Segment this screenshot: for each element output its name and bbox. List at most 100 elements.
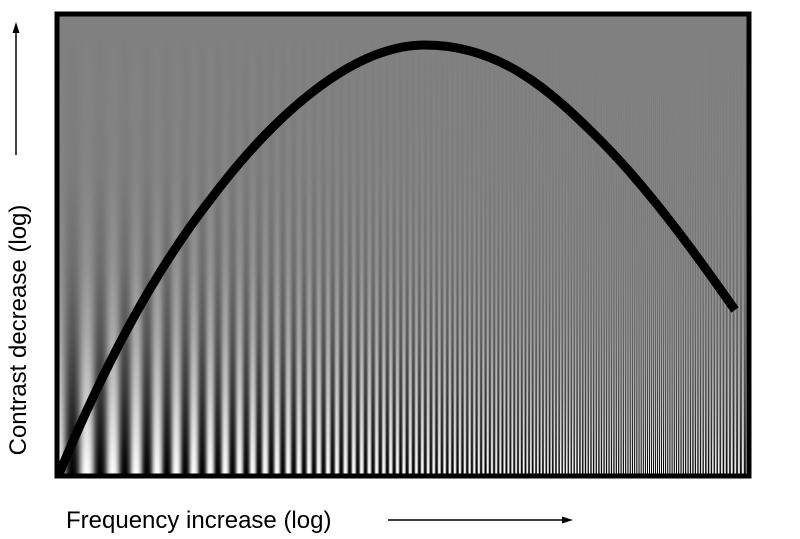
grating-stripe (475, 14, 477, 476)
grating-stripe (467, 14, 469, 476)
grating-stripe (433, 14, 435, 476)
grating-stripe (723, 14, 725, 476)
grating-stripe (331, 14, 333, 476)
grating-stripe (353, 14, 355, 476)
grating-stripe (90, 14, 92, 476)
grating-stripe (679, 14, 681, 476)
grating-stripe (499, 14, 501, 476)
grating-stripe (471, 14, 473, 476)
grating-stripe (464, 14, 466, 476)
grating-stripe (656, 14, 658, 476)
grating-stripe (133, 14, 135, 476)
grating-stripe (116, 14, 118, 476)
grating-stripe (492, 14, 494, 476)
grating-stripe (95, 14, 97, 476)
grating-stripe (581, 14, 583, 476)
grating-stripe (448, 14, 450, 476)
grating-stripe (242, 14, 244, 476)
grating-stripe (61, 14, 63, 476)
grating-stripe (69, 14, 71, 476)
grating-stripe (235, 14, 237, 476)
grating-stripe (287, 14, 289, 476)
grating-stripe (248, 14, 250, 476)
grating-stripe (399, 14, 401, 476)
grating-stripe (167, 14, 169, 476)
grating-stripe (495, 14, 497, 476)
grating-stripe (597, 14, 599, 476)
grating-stripe (550, 14, 552, 476)
grating-stripe (648, 14, 650, 476)
grating-stripe (389, 14, 391, 476)
grating-stripe (360, 14, 362, 476)
grating-stripe (203, 14, 205, 476)
grating-stripe (135, 14, 137, 476)
grating-stripe (600, 14, 602, 476)
grating-stripe (450, 14, 452, 476)
grating-stripe (195, 14, 197, 476)
grating-stripe (498, 14, 500, 476)
grating-stripe (458, 14, 460, 476)
grating-stripe (237, 14, 239, 476)
grating-stripe (405, 14, 407, 476)
grating-stripe (695, 14, 697, 476)
grating-stripe (373, 14, 375, 476)
grating-stripe (507, 14, 509, 476)
grating-stripe (355, 14, 357, 476)
grating-stripe (524, 14, 526, 476)
grating-stripe (136, 14, 138, 476)
grating-stripe (658, 14, 660, 476)
grating-stripe (293, 14, 295, 476)
grating-stripe (78, 14, 80, 476)
grating-stripe (238, 14, 240, 476)
grating-stripe (588, 14, 590, 476)
grating-stripe (618, 14, 620, 476)
grating-stripe (73, 14, 75, 476)
grating-stripe (721, 14, 723, 476)
grating-stripe (274, 14, 276, 476)
grating-stripe (374, 14, 376, 476)
grating-stripe (559, 14, 561, 476)
grating-stripe (298, 14, 300, 476)
grating-stripe (538, 14, 540, 476)
grating-stripe (697, 14, 699, 476)
grating-stripe (121, 14, 123, 476)
grating-stripe (523, 14, 525, 476)
grating-stripe (96, 14, 98, 476)
grating-stripe (68, 14, 70, 476)
grating-stripe (384, 14, 386, 476)
grating-stripe (608, 14, 610, 476)
grating-stripe (114, 14, 116, 476)
grating-stripe (566, 14, 568, 476)
grating-stripe (508, 14, 510, 476)
grating-stripe (63, 14, 65, 476)
grating-stripe (509, 14, 511, 476)
grating-stripe (76, 14, 78, 476)
grating-stripe (259, 14, 261, 476)
grating-stripe (375, 14, 377, 476)
grating-stripe (277, 14, 279, 476)
grating-stripe (669, 14, 671, 476)
grating-stripe (506, 14, 508, 476)
grating-stripe (430, 14, 432, 476)
grating-stripe (401, 14, 403, 476)
grating-stripe (459, 14, 461, 476)
grating-stripe (162, 14, 164, 476)
grating-stripe (640, 14, 642, 476)
grating-stripe (97, 14, 99, 476)
grating-stripe (311, 14, 313, 476)
grating-stripe (706, 14, 708, 476)
grating-stripe (611, 14, 613, 476)
grating-stripe (385, 14, 387, 476)
grating-stripe (670, 14, 672, 476)
grating-stripe (453, 14, 455, 476)
grating-stripe (376, 14, 378, 476)
grating-stripe (279, 14, 281, 476)
grating-stripe (568, 14, 570, 476)
grating-stripe (230, 14, 232, 476)
grating-stripe (310, 14, 312, 476)
grating-stripe (323, 14, 325, 476)
grating-stripe (313, 14, 315, 476)
grating-stripe (424, 14, 426, 476)
grating-stripe (336, 14, 338, 476)
grating-stripe (527, 14, 529, 476)
